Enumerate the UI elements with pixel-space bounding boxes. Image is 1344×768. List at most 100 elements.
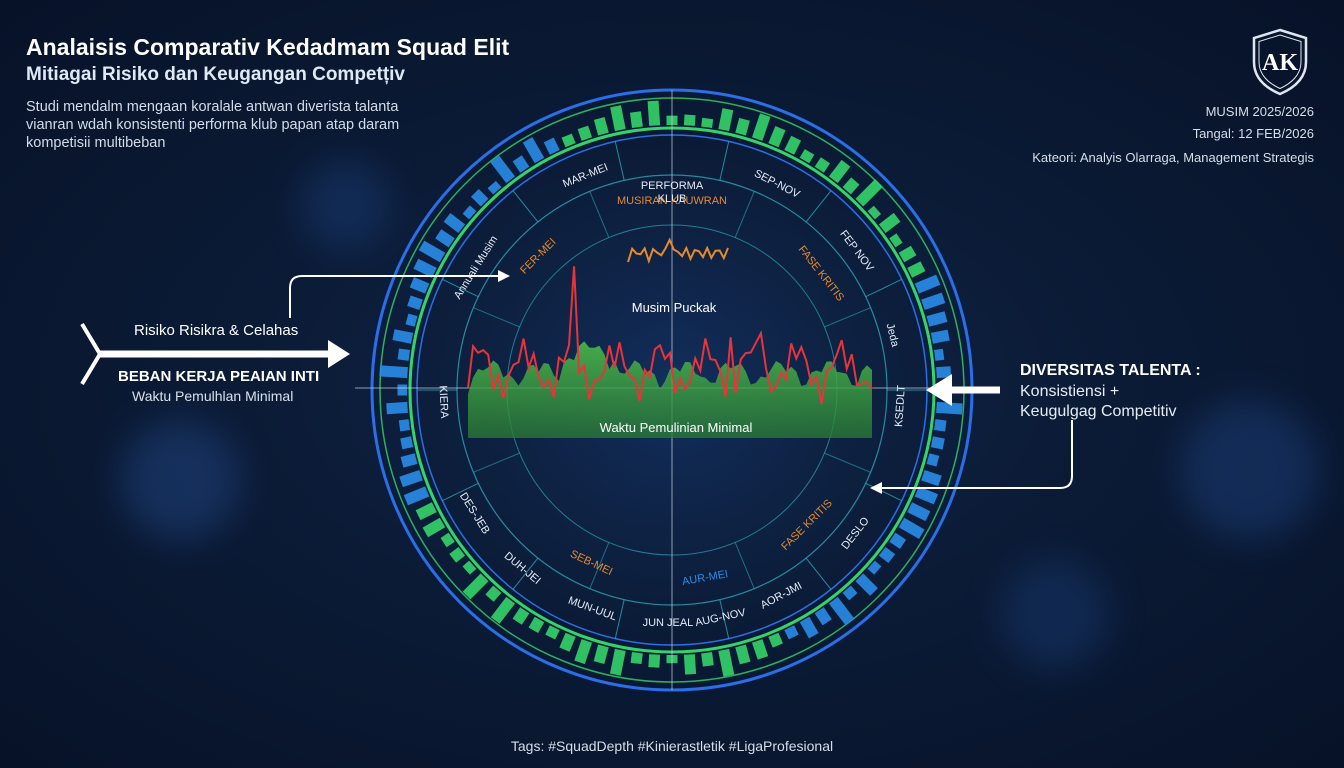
radial-bar <box>907 502 931 522</box>
radial-bar <box>443 212 466 234</box>
radial-bar <box>543 137 560 155</box>
arrow-left-icon <box>926 374 952 406</box>
radial-bar <box>768 126 786 148</box>
radial-bar <box>842 585 858 601</box>
radial-bar <box>784 625 799 640</box>
radial-bar <box>610 105 626 132</box>
segment-dividers <box>417 141 927 639</box>
radial-bar <box>907 261 926 278</box>
date-label: Tangal: 12 FEB/2026 <box>1192 126 1314 141</box>
radial-bar <box>926 453 940 467</box>
radial-bar <box>683 114 696 126</box>
radial-bar <box>751 113 771 141</box>
inner-segment-divider <box>473 307 520 328</box>
advantage-label: Keugulgag Competitiv <box>1020 403 1177 420</box>
radial-bar <box>400 436 414 450</box>
radial-bar <box>930 436 945 450</box>
radial-bar <box>828 596 855 626</box>
radial-bar <box>683 654 697 675</box>
segment-divider <box>614 599 625 639</box>
radial-bar <box>898 245 917 263</box>
radial-bar <box>647 100 661 126</box>
radial-bar <box>440 532 455 548</box>
inner-segment-divider <box>734 191 755 238</box>
radial-bar <box>574 639 593 665</box>
bokeh-light <box>300 160 390 250</box>
radial-bar <box>878 212 901 234</box>
radial-bar <box>889 233 903 248</box>
performance-waveform <box>467 237 873 438</box>
radial-bar <box>392 329 414 344</box>
radial-bar <box>629 111 643 128</box>
bokeh-light <box>1000 560 1110 670</box>
outer-segment-label: KIERA <box>436 385 450 419</box>
workload-label: BEBAN KERJA PEAIAN INTI <box>118 368 320 385</box>
radial-bar <box>422 517 446 538</box>
chevron-left-icon <box>80 322 103 386</box>
outer-segment-label: KSEDLT <box>893 384 908 427</box>
radial-bar <box>630 652 643 665</box>
diversity-label: DIVERSITAS TALENTA : <box>1020 362 1201 379</box>
radial-bar <box>867 560 882 575</box>
radial-bar <box>545 625 560 640</box>
radial-bar <box>609 648 626 676</box>
radial-bar <box>889 532 907 549</box>
base-label: Waktu Pemulinian Minimal <box>600 420 753 435</box>
radial-bar <box>718 108 734 132</box>
radial-bar <box>921 469 942 487</box>
page-title: Analaisis Comparativ Kedadmam Squad Elit <box>26 34 510 60</box>
season-label: MUSIM 2025/2026 <box>1205 104 1314 119</box>
radial-bar <box>930 329 950 344</box>
radial-bar <box>828 159 851 184</box>
radial-bar <box>379 365 408 379</box>
radial-bar <box>814 607 832 626</box>
orange-peak-line <box>627 237 729 265</box>
segment-divider <box>805 190 832 223</box>
radial-bar <box>926 311 948 327</box>
segment-divider <box>442 278 479 298</box>
radial-bar <box>648 654 661 668</box>
segment-divider <box>805 557 832 590</box>
peak-label: Musim Puckak <box>632 300 717 315</box>
radial-bar <box>701 117 714 128</box>
radial-bar <box>386 401 408 415</box>
radial-bar <box>577 125 593 141</box>
outer-segment-label: JUN JEAL <box>643 617 694 629</box>
radial-bar <box>934 348 945 361</box>
radial-bar <box>435 229 455 248</box>
red-line <box>467 266 873 405</box>
shield-logo-icon: AK <box>1252 28 1308 96</box>
inner-segment-divider <box>589 191 610 238</box>
segment-divider <box>512 557 539 590</box>
inner-segment-label: MUSIRAN KAUWRAN <box>617 195 727 207</box>
outer-segment-label: Jeda <box>884 322 902 349</box>
radial-bar <box>768 632 783 648</box>
segment-divider <box>614 141 625 181</box>
consistency-label: Konsistiensi + <box>1020 383 1120 400</box>
radial-bar <box>403 486 430 506</box>
segment-divider <box>719 141 730 181</box>
radial-bar <box>593 644 609 664</box>
radial-bar <box>814 157 831 173</box>
segment-divider <box>865 278 902 298</box>
radial-bar <box>413 258 437 278</box>
radial-bar <box>735 117 750 136</box>
inner-segment-divider <box>824 307 871 328</box>
center-top-label-1: PERFORMA <box>641 180 704 192</box>
inner-segment-divider <box>473 452 520 473</box>
radial-bar <box>921 292 946 311</box>
risk-label: Risiko Risikra & Celahas <box>134 322 299 339</box>
segment-divider <box>442 482 479 502</box>
arrow-right-small-icon <box>498 270 510 282</box>
inner-segment-divider <box>824 452 871 473</box>
radial-bar <box>867 205 882 220</box>
radial-bar <box>914 486 939 505</box>
segment-divider <box>865 482 902 502</box>
radial-bar <box>898 517 925 539</box>
radial-bar <box>512 607 530 625</box>
radial-bars <box>379 100 963 677</box>
radial-bar <box>487 180 502 195</box>
radial-bar <box>397 348 410 361</box>
radial-bar <box>561 133 576 148</box>
